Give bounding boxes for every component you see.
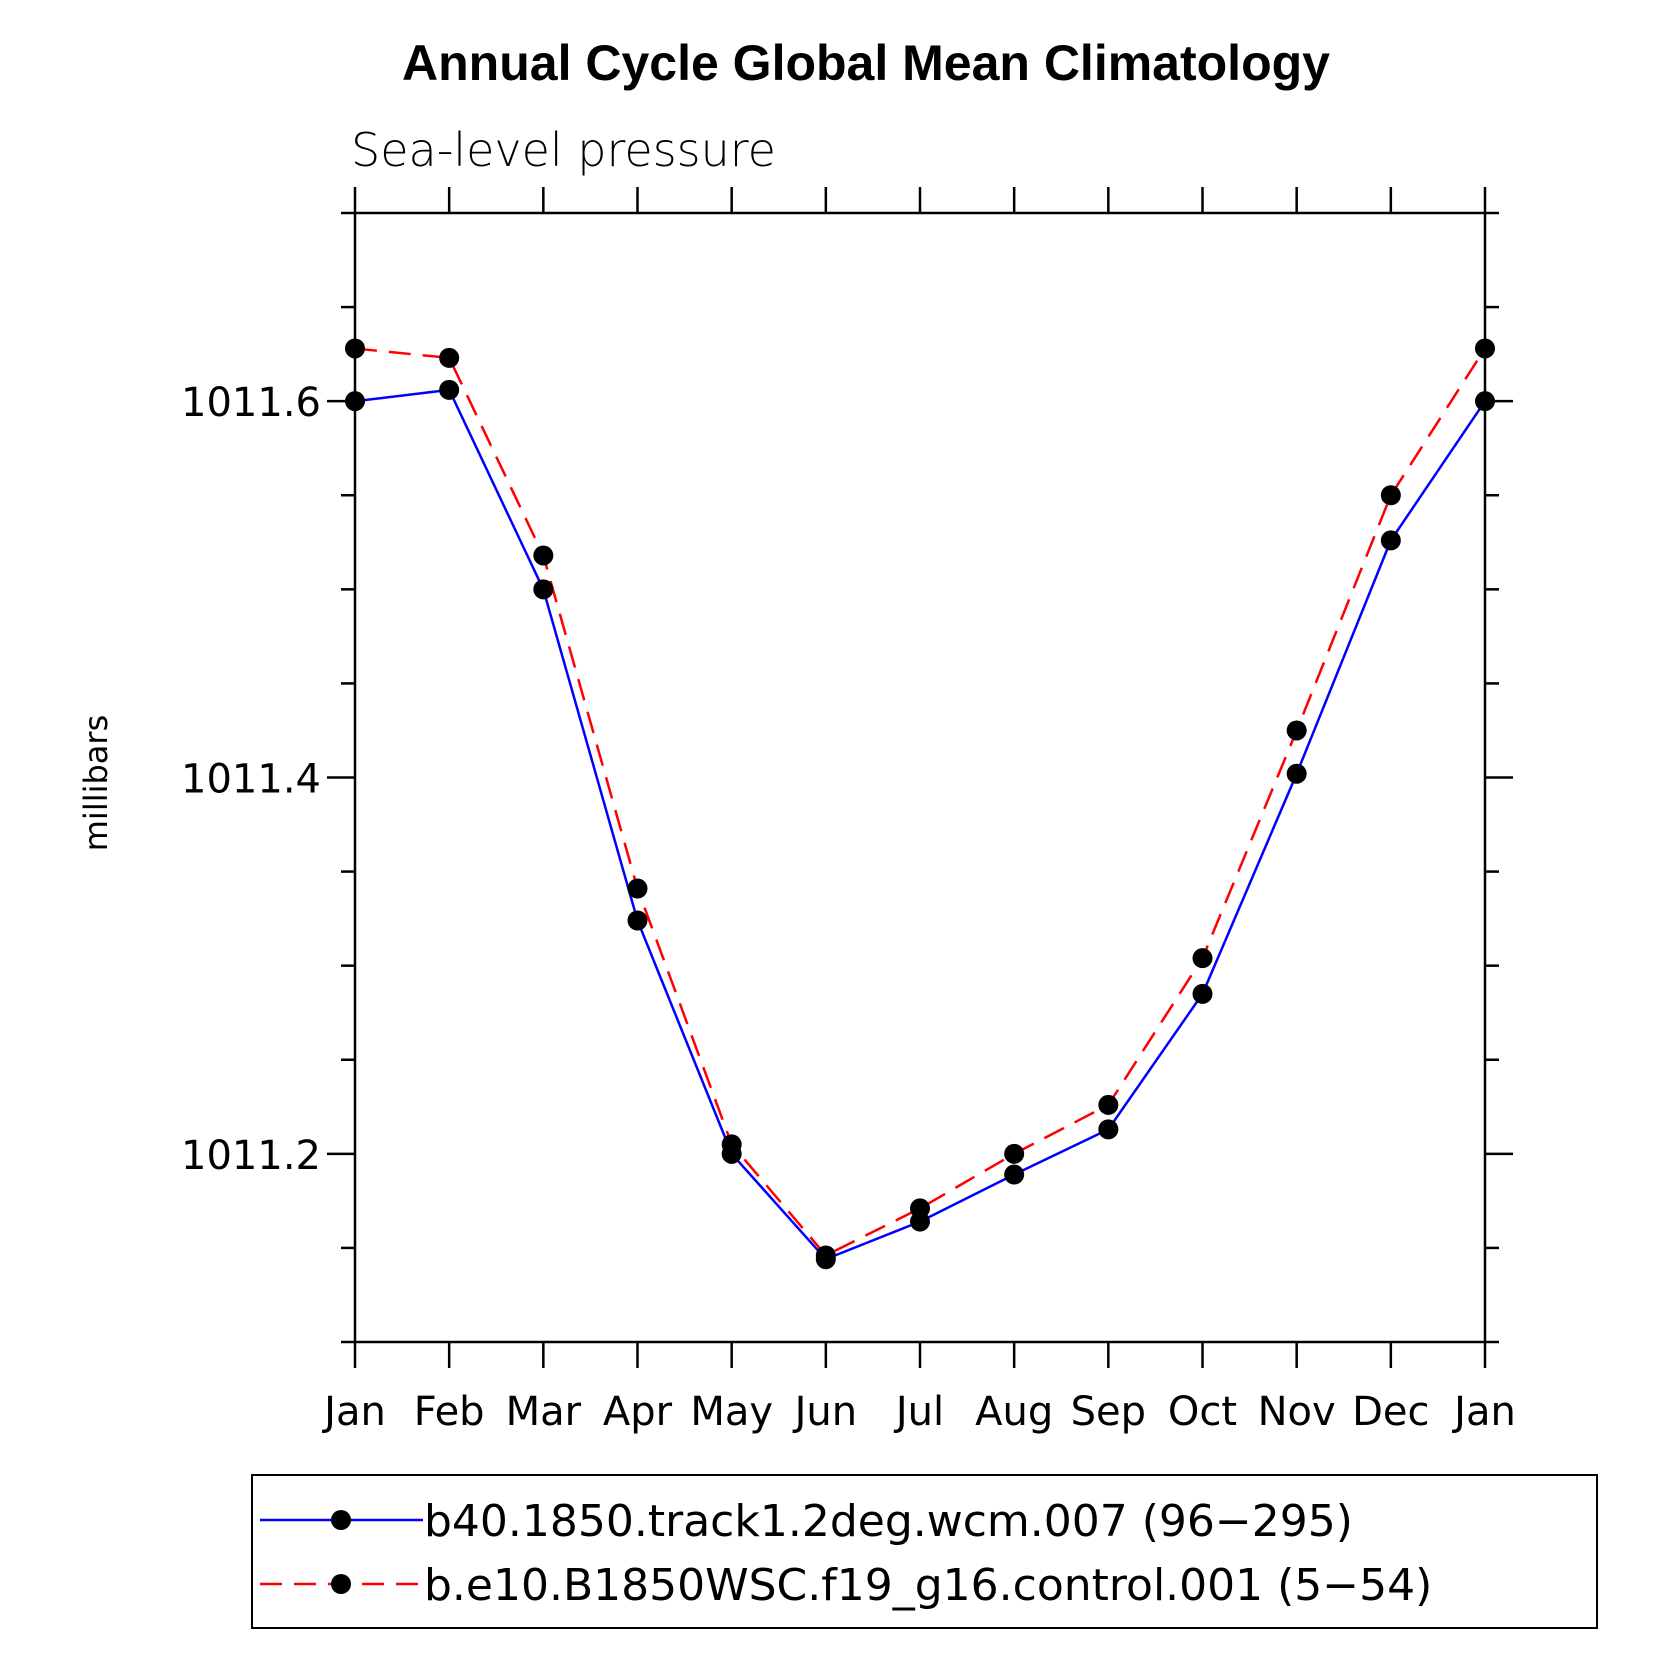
chart-subtitle: Sea-level pressure — [351, 123, 776, 177]
series-1-marker — [533, 579, 554, 600]
x-tick-label: Oct — [1168, 1389, 1237, 1435]
series-1-marker — [1475, 391, 1495, 412]
series-1-marker — [345, 391, 365, 412]
series-2-marker — [1098, 1094, 1119, 1115]
legend-label-1: b40.1850.track1.2deg.wcm.007 (96−295) — [424, 1496, 1353, 1547]
x-tick-label: Feb — [414, 1389, 485, 1435]
x-tick-label: Dec — [1352, 1389, 1429, 1435]
y-tick-label: 1011.2 — [181, 1133, 321, 1179]
y-axis-label: millibars — [77, 715, 115, 851]
series-2-marker — [721, 1134, 742, 1155]
series-2-marker — [1475, 338, 1495, 359]
series-2-marker — [910, 1198, 930, 1219]
legend-marker-2 — [331, 1574, 351, 1594]
series-2-marker — [815, 1245, 836, 1266]
series-1-marker — [439, 379, 460, 400]
series-line-2 — [354, 347, 1487, 1257]
x-tick-label: Jan — [1451, 1389, 1516, 1435]
series-1-marker — [627, 910, 648, 931]
x-tick-label: Apr — [603, 1389, 673, 1435]
series-2-marker — [627, 878, 648, 899]
series-2-marker — [533, 545, 554, 566]
series-1-marker — [1004, 1164, 1025, 1185]
series-line-1 — [354, 388, 1487, 1261]
legend: b40.1850.track1.2deg.wcm.007 (96−295) b.e… — [251, 1474, 1598, 1629]
legend-marker-1 — [331, 1510, 351, 1530]
legend-box — [251, 1474, 1598, 1629]
legend-label-2: b.e10.B1850WSC.f19_g16.control.001 (5−54… — [424, 1560, 1432, 1611]
x-tick-label: Jan — [321, 1389, 386, 1435]
series-2-marker — [1192, 948, 1213, 969]
series-1-marker — [1286, 763, 1307, 784]
x-tick-label: Jul — [893, 1389, 944, 1435]
series-2-marker — [1004, 1143, 1025, 1164]
series-2-marker — [345, 338, 365, 359]
x-tick-label: Aug — [975, 1389, 1053, 1435]
x-tick-label: Mar — [506, 1389, 582, 1435]
series-1-marker — [1098, 1119, 1119, 1140]
x-tick-label: May — [690, 1389, 773, 1435]
series-2-marker — [1380, 485, 1401, 506]
series-2-marker — [439, 347, 460, 368]
series-1-marker — [1192, 983, 1213, 1004]
y-tick-label: 1011.4 — [181, 757, 321, 803]
x-tick-label: Jun — [792, 1389, 858, 1435]
x-tick-label: Nov — [1258, 1389, 1336, 1435]
series-2-marker — [1286, 720, 1307, 741]
y-tick-label: 1011.6 — [181, 380, 321, 426]
series-1-marker — [1380, 530, 1401, 551]
x-tick-label: Sep — [1071, 1389, 1146, 1435]
plot-frame — [353, 211, 1487, 1344]
chart-title: Annual Cycle Global Mean Climatology — [402, 35, 1330, 91]
axes-layer: Jan Feb Mar Apr May Jun Jul Aug Sep Oct Nov Dec Jan 1… — [181, 187, 1516, 1435]
series-layer — [345, 338, 1495, 1270]
